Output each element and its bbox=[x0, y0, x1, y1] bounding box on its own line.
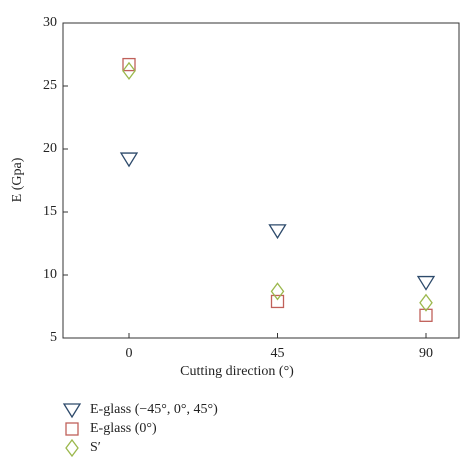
y-tick-label: 20 bbox=[43, 141, 57, 156]
y-axis-label: E (Gpa) bbox=[10, 157, 25, 202]
y-tick-label: 5 bbox=[50, 330, 57, 345]
legend-label: E-glass (−45°, 0°, 45°) bbox=[90, 402, 218, 417]
marker bbox=[119, 152, 139, 168]
marker bbox=[419, 308, 433, 322]
marker bbox=[270, 294, 285, 309]
marker bbox=[268, 224, 287, 240]
marker bbox=[419, 293, 433, 312]
y-tick-label: 10 bbox=[43, 267, 57, 282]
marker bbox=[122, 61, 136, 80]
plot-frame bbox=[62, 22, 460, 339]
y-tick-label: 25 bbox=[43, 78, 57, 93]
legend-marker bbox=[65, 438, 79, 458]
legend-marker bbox=[65, 422, 79, 436]
x-tick-label: 90 bbox=[419, 346, 433, 361]
marker bbox=[416, 275, 436, 291]
marker bbox=[270, 282, 285, 301]
marker bbox=[122, 57, 136, 72]
x-tick-label: 0 bbox=[126, 346, 133, 361]
legend-marker bbox=[62, 403, 82, 419]
y-tick-label: 30 bbox=[43, 15, 57, 30]
y-tick-label: 15 bbox=[43, 204, 57, 219]
x-tick-label: 45 bbox=[271, 346, 285, 361]
legend-label: S′ bbox=[90, 440, 101, 455]
x-axis-label: Cutting direction (°) bbox=[180, 364, 294, 379]
legend-label: E-glass (0°) bbox=[90, 421, 157, 436]
